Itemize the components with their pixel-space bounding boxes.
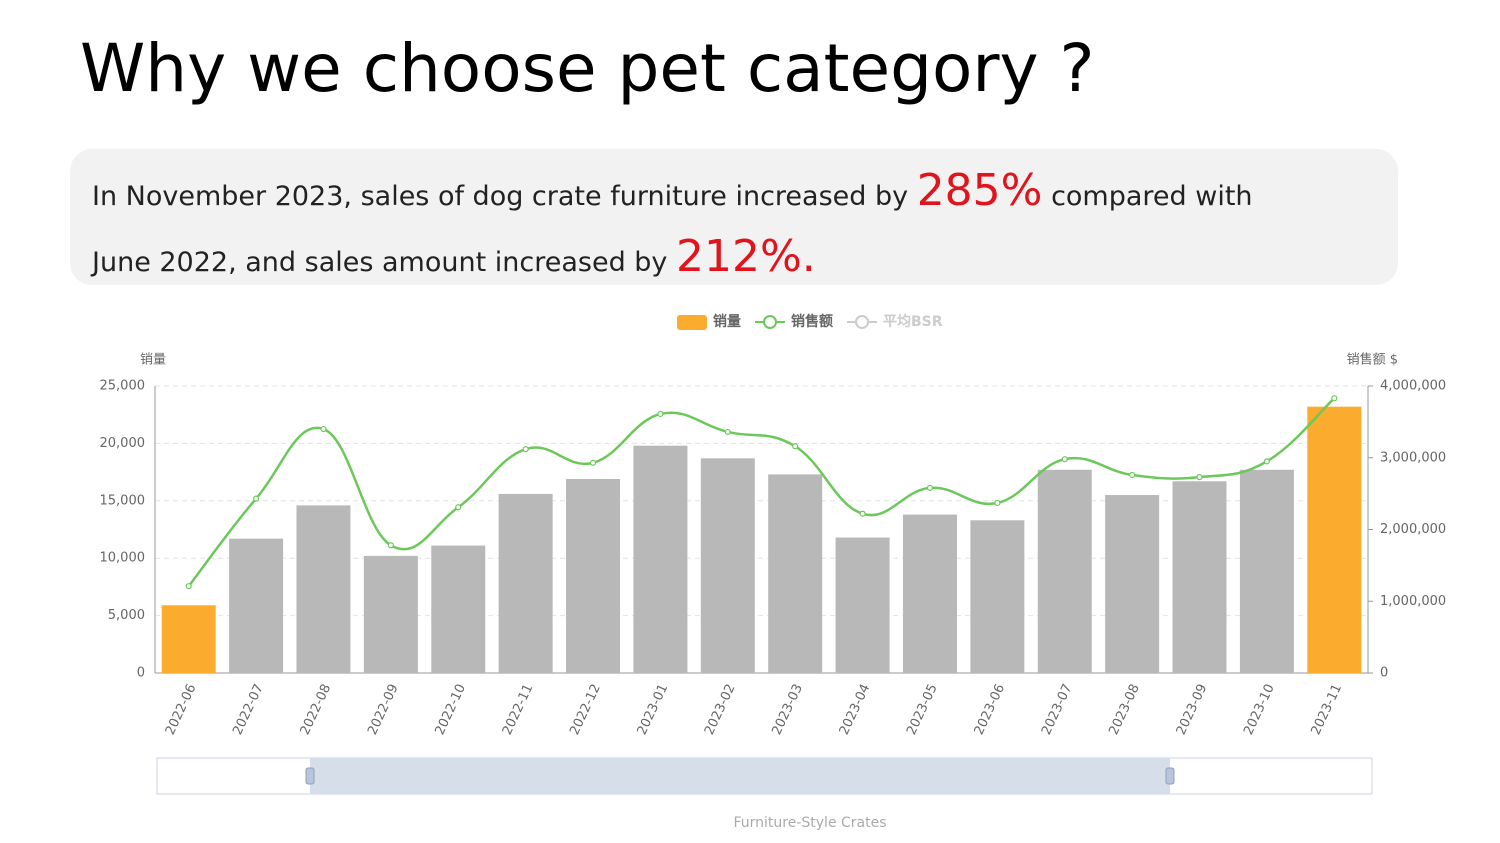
bar: [431, 545, 486, 673]
bar: [161, 605, 216, 673]
y-tick-label: 10,000: [100, 551, 146, 566]
y2-tick-label: 0: [1380, 666, 1388, 681]
bar: [363, 555, 418, 673]
y2-tick-label: 4,000,000: [1380, 379, 1446, 394]
y2-tick-label: 1,000,000: [1380, 594, 1446, 609]
legend-label[interactable]: 销售额: [791, 313, 833, 330]
line-point: [252, 495, 260, 502]
y-tick-label: 15,000: [100, 493, 146, 508]
y-tick-label: 5,000: [108, 608, 145, 623]
line-point: [792, 443, 799, 450]
x-tick-label: 2023-04: [837, 682, 874, 738]
y-axis-title: 销量: [140, 353, 166, 368]
bar: [902, 514, 957, 673]
bar: [633, 445, 688, 673]
y2-tick-label: 3,000,000: [1380, 450, 1446, 465]
legend-swatch: [763, 315, 777, 329]
zoom-window: [310, 758, 1170, 794]
callout-text: compared with June 2022, and sales amoun…: [92, 181, 1253, 278]
callout: In November 2023, sales of dog crate fur…: [70, 149, 1398, 285]
legend-label[interactable]: 销量: [713, 313, 741, 330]
line-point: [522, 446, 529, 453]
bar: [700, 458, 755, 673]
y-tick-label: 0: [137, 666, 145, 681]
bar: [970, 520, 1025, 673]
line-point: [1061, 456, 1068, 463]
bar: [498, 493, 553, 673]
x-tick-label: 2022-06: [163, 682, 200, 738]
y-tick-label: 20,000: [100, 436, 146, 451]
bar: [768, 474, 823, 673]
x-tick-label: 2023-11: [1309, 682, 1346, 738]
line-point: [589, 459, 597, 466]
x-tick-label: 2023-07: [1039, 682, 1076, 738]
line-point: [185, 583, 192, 590]
line-point: [1196, 474, 1203, 481]
x-tick-label: 2023-05: [904, 682, 941, 738]
x-tick-label: 2023-06: [972, 682, 1009, 738]
y-tick-label: 25,000: [100, 379, 146, 394]
line-point: [1263, 458, 1271, 465]
x-tick-label: 2023-10: [1241, 682, 1278, 738]
legend-swatch: [677, 315, 707, 330]
x-tick-label: 2022-12: [567, 682, 604, 738]
bar: [229, 538, 284, 673]
callout-highlight: 212%.: [676, 231, 816, 282]
x-tick-label: 2023-03: [769, 682, 806, 738]
y2-axis-title: 销售额 $: [1347, 352, 1398, 368]
callout-text: In November 2023, sales of dog crate fur…: [92, 181, 917, 212]
y2-tick-label: 2,000,000: [1380, 522, 1446, 537]
line-point: [455, 504, 462, 511]
x-tick-label: 2022-09: [365, 682, 402, 738]
x-tick-label: 2022-11: [500, 682, 537, 738]
x-tick-label: 2023-02: [702, 682, 739, 738]
x-tick-label: 2023-01: [635, 682, 672, 738]
line-point: [320, 425, 327, 433]
line-point: [926, 484, 934, 491]
line-point: [657, 410, 664, 418]
bar: [835, 537, 890, 673]
bar: [296, 505, 351, 673]
line-point: [724, 428, 731, 436]
zoom-handle[interactable]: [305, 767, 315, 785]
x-tick-label: 2022-10: [432, 682, 469, 738]
x-tick-label: 2023-09: [1174, 682, 1211, 738]
line-point: [1129, 471, 1136, 479]
bar: [1105, 495, 1160, 673]
bar: [1037, 469, 1092, 673]
legend-label[interactable]: 平均BSR: [883, 313, 943, 330]
chart-subtitle: Furniture-Style Crates: [733, 815, 886, 831]
callout-highlight: 285%: [916, 165, 1043, 216]
bar: [1239, 469, 1294, 673]
bar: [566, 478, 621, 673]
line-point: [387, 542, 394, 549]
slide-title: Why we choose pet category ?: [80, 30, 1095, 107]
x-tick-label: 2022-08: [298, 682, 335, 738]
line-point: [1331, 395, 1338, 402]
bar: [1307, 406, 1362, 673]
zoom-handle[interactable]: [1165, 767, 1175, 785]
x-tick-label: 2022-07: [230, 682, 267, 738]
legend-swatch: [855, 315, 869, 329]
bar: [1172, 481, 1227, 673]
line-point: [859, 510, 866, 517]
x-tick-label: 2023-08: [1106, 682, 1143, 738]
line-point: [994, 499, 1001, 507]
